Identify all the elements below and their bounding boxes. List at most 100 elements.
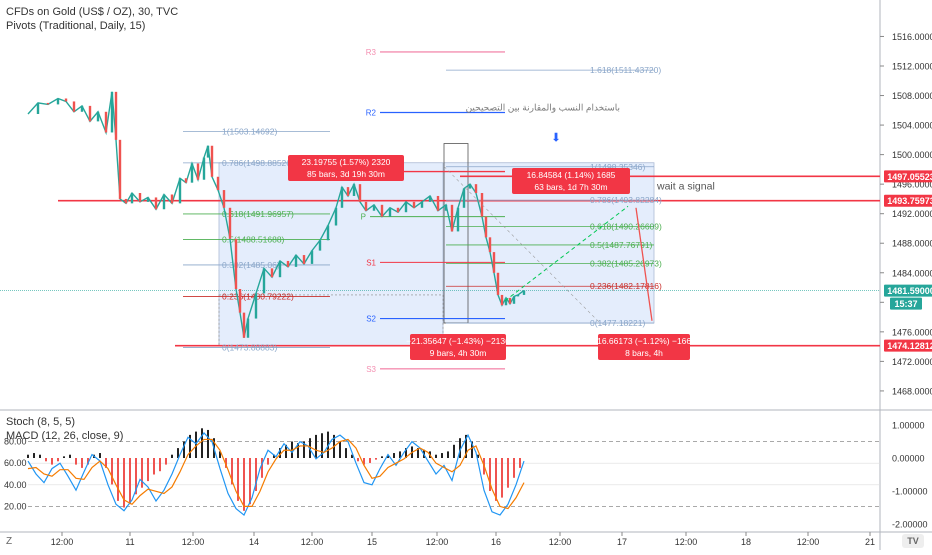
x-tick-label: 21	[865, 537, 875, 547]
price-badge-text: 1481.59000	[887, 286, 932, 296]
macd-histogram-bar	[345, 448, 347, 458]
macd-histogram-bar	[99, 453, 101, 458]
price-candle	[210, 145, 214, 177]
pivot-label-s2: S2	[366, 315, 376, 324]
price-badge	[884, 194, 932, 207]
macd-histogram-bar	[249, 458, 251, 505]
price-candle	[46, 102, 50, 105]
price-badge-text: 1493.75973	[887, 196, 932, 206]
x-tick-label: 16	[491, 537, 501, 547]
macd-histogram-bar	[315, 434, 317, 458]
zoom-button[interactable]: Z	[6, 536, 13, 547]
macd-histogram-bar	[357, 458, 359, 462]
macd-histogram-bar	[27, 454, 29, 458]
price-candle	[522, 290, 526, 295]
macd-histogram-bar	[57, 458, 59, 462]
price-candle	[196, 163, 200, 180]
macd-histogram-bar	[177, 448, 179, 458]
macd-tick-label: -1.00000	[892, 487, 928, 497]
macd-histogram-bar	[39, 454, 41, 458]
macd-histogram-bar	[117, 458, 119, 501]
macd-histogram-bar	[381, 456, 383, 458]
down-arrow-icon: ⬇	[551, 130, 561, 144]
macd-histogram-bar	[81, 458, 83, 468]
macd-histogram-bar	[225, 458, 227, 468]
price-candle	[492, 252, 496, 273]
macd-histogram-bar	[363, 458, 365, 465]
price-candle	[130, 193, 134, 204]
price-candle	[412, 201, 416, 208]
macd-histogram-bar	[303, 441, 305, 458]
macd-histogram-bar	[393, 453, 395, 458]
macd-histogram-bar	[51, 458, 53, 465]
fib-label-right: 1.618(1511.43720)	[590, 65, 661, 75]
macd-legend[interactable]: MACD (12, 26, close, 9)	[6, 430, 124, 442]
y-tick-label: 1476.00000	[892, 327, 932, 337]
price-candle	[170, 194, 174, 204]
price-candle	[114, 91, 118, 140]
measurement-line1: −16.66173 (−1.12%) −1666	[592, 336, 696, 346]
macd-histogram-bar	[45, 458, 47, 462]
measurement-line1: 23.19755 (1.57%) 2320	[302, 157, 391, 167]
price-candle	[138, 193, 142, 202]
macd-histogram-bar	[321, 433, 323, 458]
y-tick-label: 1468.00000	[892, 386, 932, 396]
stoch-legend[interactable]: Stoch (8, 5, 5)	[6, 416, 76, 428]
price-candle	[110, 91, 114, 133]
fib-label-right: 0.618(1490.26609)	[590, 221, 662, 231]
macd-histogram-bar	[339, 441, 341, 458]
price-candle	[246, 318, 250, 338]
macd-histogram-bar	[297, 443, 299, 458]
price-candle	[184, 178, 188, 183]
macd-histogram-bar	[75, 458, 77, 465]
macd-histogram-bar	[261, 458, 263, 478]
fib-label-left: 0(1473.88883)	[222, 342, 277, 352]
price-badge	[890, 297, 922, 310]
macd-histogram-bar	[405, 448, 407, 458]
fib-label-right: 0(1477.18221)	[590, 318, 645, 328]
price-candle	[436, 195, 440, 211]
price-candle	[468, 184, 472, 189]
fib-label-left: 1(1503.14692)	[222, 126, 277, 136]
price-candle	[428, 195, 432, 202]
price-candle	[96, 111, 100, 122]
macd-histogram-bar	[153, 458, 155, 475]
macd-histogram-bar	[135, 458, 137, 495]
arabic-note: باستخدام النسب والمقارنة بين التصحيحين	[466, 102, 620, 113]
price-candle	[372, 204, 376, 211]
macd-histogram-bar	[129, 458, 131, 505]
macd-histogram-bar	[183, 441, 185, 458]
price-candle	[242, 312, 246, 338]
price-candle	[88, 105, 92, 122]
macd-tick-label: 0.00000	[892, 454, 925, 464]
y-tick-label: 1472.00000	[892, 357, 932, 367]
fib-label-left: 0.5(1488.51688)	[222, 234, 285, 244]
trend-dashed	[443, 166, 601, 324]
x-tick-label: 18	[741, 537, 751, 547]
measurement-bg	[288, 155, 404, 181]
macd-histogram-bar	[447, 451, 449, 458]
price-candle	[346, 187, 350, 196]
pivot-label-r2: R2	[366, 109, 377, 118]
y-tick-label: 1504.00000	[892, 121, 932, 131]
price-candle	[420, 201, 424, 208]
macd-histogram-bar	[375, 458, 377, 460]
price-candle	[456, 207, 460, 232]
macd-histogram-bar	[87, 458, 89, 465]
price-candle	[278, 260, 282, 278]
tradingview-logo: TV	[902, 534, 924, 548]
pivots-legend[interactable]: Pivots (Traditional, Daily, 15)	[6, 20, 146, 32]
pivot-label-s1: S1	[366, 258, 376, 267]
macd-histogram-bar	[435, 454, 437, 458]
macd-histogram-bar	[519, 458, 521, 468]
price-candle	[254, 293, 258, 319]
price-candle	[444, 204, 448, 211]
price-candle	[124, 198, 128, 204]
measurement-bg	[410, 334, 506, 360]
price-candle	[500, 294, 504, 306]
price-candle	[516, 294, 520, 297]
macd-histogram-bar	[441, 453, 443, 458]
osc-tick-label: 20.00	[4, 501, 27, 511]
measurement-line2: 8 bars, 4h	[625, 348, 663, 358]
